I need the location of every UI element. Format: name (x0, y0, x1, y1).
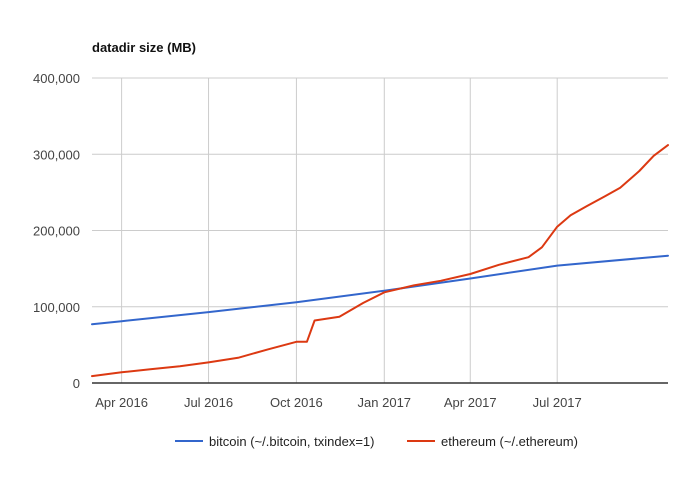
series-line-bitcoin (91, 254, 669, 326)
legend-label: bitcoin (~/.bitcoin, txindex=1) (209, 434, 374, 449)
x-tick-label: Oct 2016 (270, 395, 323, 410)
x-tick-label: Jul 2017 (533, 395, 582, 410)
y-tick-label: 200,000 (33, 224, 80, 239)
y-tick-label: 400,000 (33, 71, 80, 86)
legend-label: ethereum (~/.ethereum) (441, 434, 578, 449)
series-line-ethereum (91, 144, 669, 378)
x-tick-label: Apr 2017 (444, 395, 497, 410)
gridlines (92, 77, 668, 383)
x-tick-label: Jan 2017 (358, 395, 412, 410)
x-tick-label: Apr 2016 (95, 395, 148, 410)
axes: 0 100,000 200,000 300,000 400,000 Apr 2016 Jul… (33, 71, 668, 410)
chart-title: datadir size (MB) (92, 40, 196, 55)
legend: bitcoin (~/.bitcoin, txindex=1) ethereum … (175, 434, 578, 449)
x-tick-label: Jul 2016 (184, 395, 233, 410)
y-tick-label: 300,000 (33, 147, 80, 162)
y-tick-label: 100,000 (33, 300, 80, 315)
series-lines (91, 144, 669, 378)
y-tick-label: 0 (73, 376, 80, 391)
